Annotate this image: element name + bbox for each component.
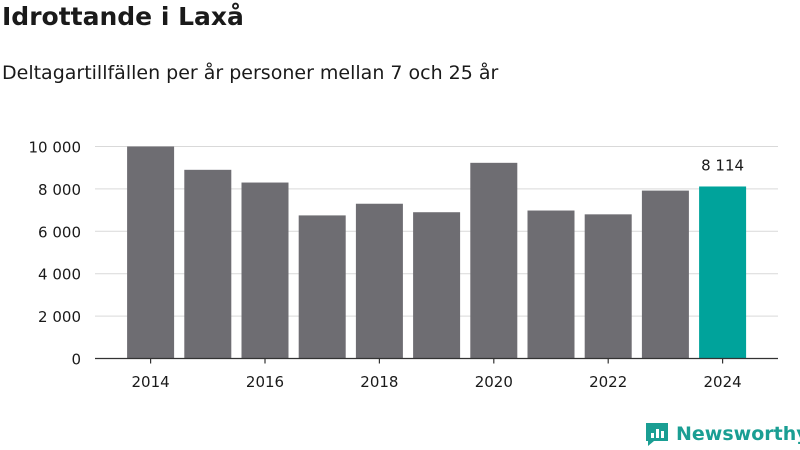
bar-2016 <box>241 182 289 359</box>
bar-2021 <box>527 210 575 359</box>
x-tick-label: 2018 <box>360 373 398 391</box>
x-tick-label: 2020 <box>475 373 513 391</box>
x-tick-label: 2024 <box>704 373 742 391</box>
y-tick-label: 4 000 <box>38 266 81 284</box>
data-label: 8 114 <box>701 156 744 174</box>
x-tick-label: 2022 <box>589 373 627 391</box>
bar-2015 <box>184 169 232 359</box>
bar-2022 <box>584 214 632 359</box>
chart-subtitle: Deltagartillfällen per år personer mella… <box>2 62 499 84</box>
y-tick-label: 2 000 <box>38 308 81 326</box>
bar-2023 <box>641 190 689 359</box>
x-tick-label: 2014 <box>132 373 170 391</box>
y-tick-label: 10 000 <box>29 139 82 157</box>
brand-name: Newsworthy <box>676 423 800 445</box>
y-tick-label: 0 <box>71 351 81 369</box>
x-tick-label: 2016 <box>246 373 284 391</box>
brand-logo: Newsworthy <box>644 421 800 447</box>
bar-2014 <box>127 146 175 359</box>
bar-2017 <box>298 215 346 359</box>
y-tick-label: 8 000 <box>38 181 81 199</box>
newsworthy-logo-icon <box>646 423 668 446</box>
bar-2020 <box>470 162 518 359</box>
chart-title: Idrottande i Laxå <box>2 2 244 31</box>
y-tick-label: 6 000 <box>38 223 81 241</box>
bar-2019 <box>413 212 461 359</box>
bar-2018 <box>355 203 403 359</box>
bar-2024 <box>699 186 747 359</box>
